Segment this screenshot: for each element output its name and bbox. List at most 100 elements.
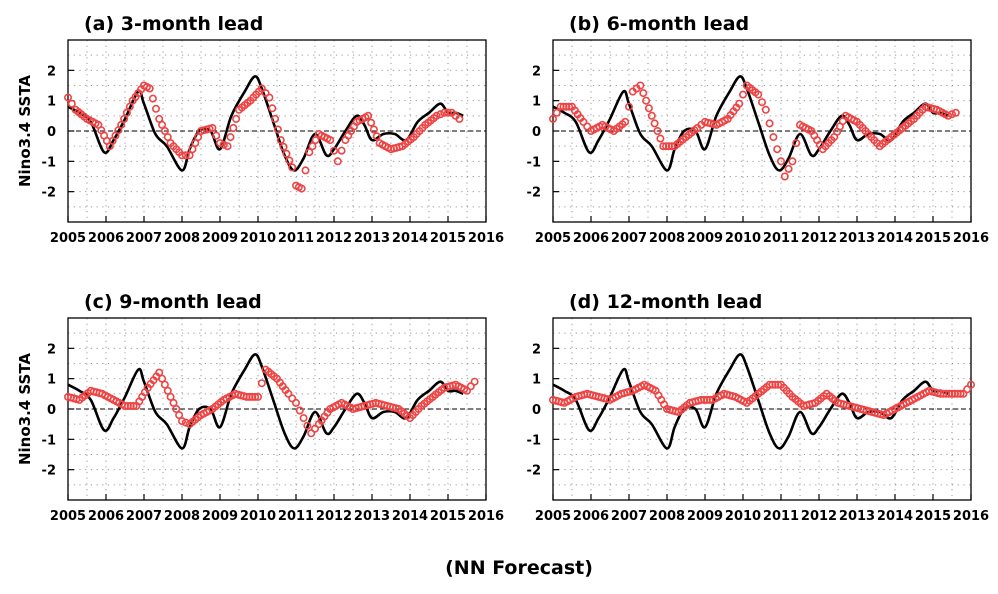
x-tick-label: 2009 [202, 231, 238, 246]
forecast-point [773, 145, 782, 154]
forecast-point [257, 379, 266, 388]
forecast-point [178, 151, 187, 160]
x-tick-label: 2016 [468, 231, 504, 246]
forecast-point [326, 136, 335, 145]
chart-panel-3: 2005 2006 2007 2008 2009 2010 2011 2012 2013 2014… [16, 291, 504, 524]
x-tick-label: 2011 [763, 231, 799, 246]
x-tick-label: 2006 [573, 509, 609, 524]
forecast-point [944, 111, 953, 120]
forecast-point [163, 386, 172, 395]
forecast-point [226, 133, 235, 142]
forecast-point [470, 377, 479, 386]
chart-panel-4: 2005 2006 2007 2008 2009 2010 2011 2012 2013 2014… [527, 291, 990, 524]
x-tick-label: 2010 [725, 231, 761, 246]
forecast-point [301, 166, 310, 175]
forecast-point [565, 102, 574, 111]
forecast-point [761, 105, 770, 114]
x-tick-label: 2016 [953, 509, 989, 524]
forecast-point [950, 389, 959, 398]
y-tick-label: 0 [47, 125, 56, 140]
forecast-series [64, 365, 479, 438]
forecast-point [757, 98, 766, 107]
y-tick-label: 0 [47, 403, 56, 418]
chart-panel-1: 2005 2006 2007 2008 2009 2010 2011 2012 2013 2014… [16, 13, 504, 246]
forecast-point [285, 156, 294, 165]
x-tick-label: 2012 [316, 509, 352, 524]
forecast-point [194, 133, 203, 142]
x-tick-label: 2005 [50, 231, 86, 246]
forecast-point [166, 392, 175, 401]
forecast-point [148, 94, 157, 103]
x-tick-label: 2008 [164, 509, 200, 524]
panel-title: (a) 3-month lead [84, 13, 263, 35]
forecast-point [273, 125, 282, 134]
forecast-point [372, 132, 381, 141]
y-tick-label: -1 [42, 155, 56, 170]
x-tick-label: 2014 [392, 231, 428, 246]
x-tick-label: 2015 [915, 231, 951, 246]
forecast-point [455, 114, 464, 123]
y-tick-label: 2 [532, 64, 541, 79]
x-tick-label: 2006 [573, 231, 609, 246]
observed-line [67, 353, 464, 450]
x-tick-label: 2007 [611, 509, 647, 524]
y-tick-label: 2 [532, 342, 541, 357]
y-tick-label: 1 [532, 95, 541, 110]
forecast-point [254, 392, 263, 401]
forecast-point [160, 380, 169, 389]
forecast-point [181, 151, 190, 160]
forecast-point [738, 90, 747, 99]
y-tick-label: -1 [527, 155, 541, 170]
y-tick-label: -1 [527, 433, 541, 448]
forecast-series [548, 81, 960, 181]
forecast-point [440, 108, 449, 117]
forecast-point [951, 108, 960, 117]
x-tick-label: 2005 [535, 509, 571, 524]
forecast-point [432, 111, 441, 120]
forecast-point [939, 389, 948, 398]
forecast-point [329, 146, 338, 155]
forecast-point [64, 93, 73, 102]
forecast-point [276, 136, 285, 145]
y-tick-label: -2 [42, 186, 56, 201]
y-axis-label: Nino3.4 SSTA [16, 75, 34, 187]
x-tick-label: 2014 [877, 231, 913, 246]
forecast-point [369, 125, 378, 134]
forecast-point [169, 398, 178, 407]
observed-line [552, 353, 949, 450]
y-tick-label: -2 [527, 464, 541, 479]
forecast-point [956, 389, 965, 398]
x-tick-label: 2005 [50, 509, 86, 524]
x-tick-label: 2011 [278, 231, 314, 246]
x-tick-label: 2012 [801, 509, 837, 524]
forecast-point [364, 111, 373, 120]
forecast-point [219, 140, 228, 149]
forecast-point [656, 134, 665, 143]
forecast-point [337, 146, 346, 155]
panel-title: (c) 9-month lead [84, 291, 262, 313]
y-tick-label: -2 [527, 186, 541, 201]
forecast-point [160, 127, 169, 136]
x-tick-label: 2013 [839, 509, 875, 524]
x-tick-label: 2008 [649, 509, 685, 524]
panel-title: (b) 6-month lead [569, 13, 749, 35]
forecast-point [780, 172, 789, 181]
forecast-point [653, 127, 662, 136]
x-tick-label: 2006 [88, 509, 124, 524]
y-axis-label: Nino3.4 SSTA [16, 353, 34, 465]
forecast-point [579, 117, 588, 126]
y-tick-label: -2 [42, 464, 56, 479]
forecast-point [216, 139, 225, 148]
forecast-point [284, 389, 293, 398]
x-tick-label: 2014 [392, 509, 428, 524]
forecast-point [307, 429, 316, 438]
forecast-point [299, 414, 308, 423]
forecast-point [735, 99, 744, 108]
forecast-point [621, 117, 630, 126]
forecast-point [208, 124, 217, 133]
x-tick-label: 2008 [649, 231, 685, 246]
forecast-point [754, 90, 763, 99]
forecast-point [768, 380, 777, 389]
forecast-point [229, 124, 238, 133]
